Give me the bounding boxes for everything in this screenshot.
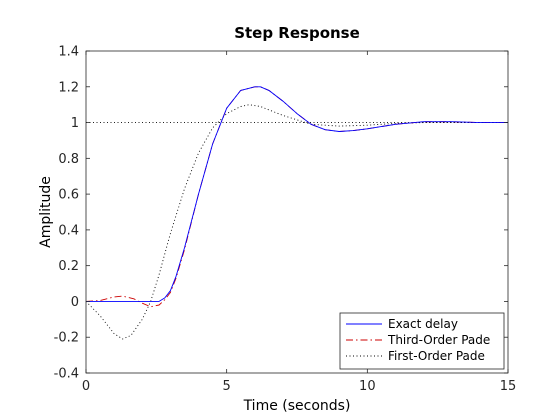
y-tick-label: -0.4 [54, 367, 79, 382]
legend-label: Exact delay [388, 317, 458, 331]
x-axis-label: Time (seconds) [243, 398, 351, 414]
y-tick-label: 0.8 [58, 152, 79, 167]
legend: Exact delay Third-Order Pade First-Order P… [339, 312, 505, 370]
legend-box [339, 312, 505, 370]
tick-layer: 0 5 10 15 -0.4 -0.2 0 0.2 0.4 0.6 0.8 1 1.2 1.4 [54, 45, 517, 395]
plot-frame [85, 50, 509, 374]
y-tick-label: 0.2 [58, 259, 79, 274]
y-tick-label: 0.4 [58, 223, 79, 238]
series-layer [85, 86, 508, 340]
legend-label: Third-Order Pade [387, 333, 490, 347]
legend-label: First-Order Pade [388, 349, 485, 363]
x-tick-label: 10 [359, 379, 376, 394]
y-axis-label: Amplitude [38, 176, 54, 248]
y-tick-label: 0 [71, 295, 79, 310]
y-tick-label: 1 [71, 116, 79, 131]
x-tick-label: 5 [223, 379, 231, 394]
x-tick-label: 15 [500, 379, 517, 394]
series-line-first-order-pade [85, 104, 508, 340]
x-tick-label: 0 [82, 379, 90, 394]
chart-title: Step Response [234, 24, 360, 42]
y-tick-label: 1.4 [58, 45, 79, 60]
y-tick-label: -0.2 [54, 331, 79, 346]
series-line-exact-delay [86, 86, 508, 302]
y-tick-label: 1.2 [58, 80, 79, 95]
y-tick-label: 0.6 [58, 188, 79, 203]
